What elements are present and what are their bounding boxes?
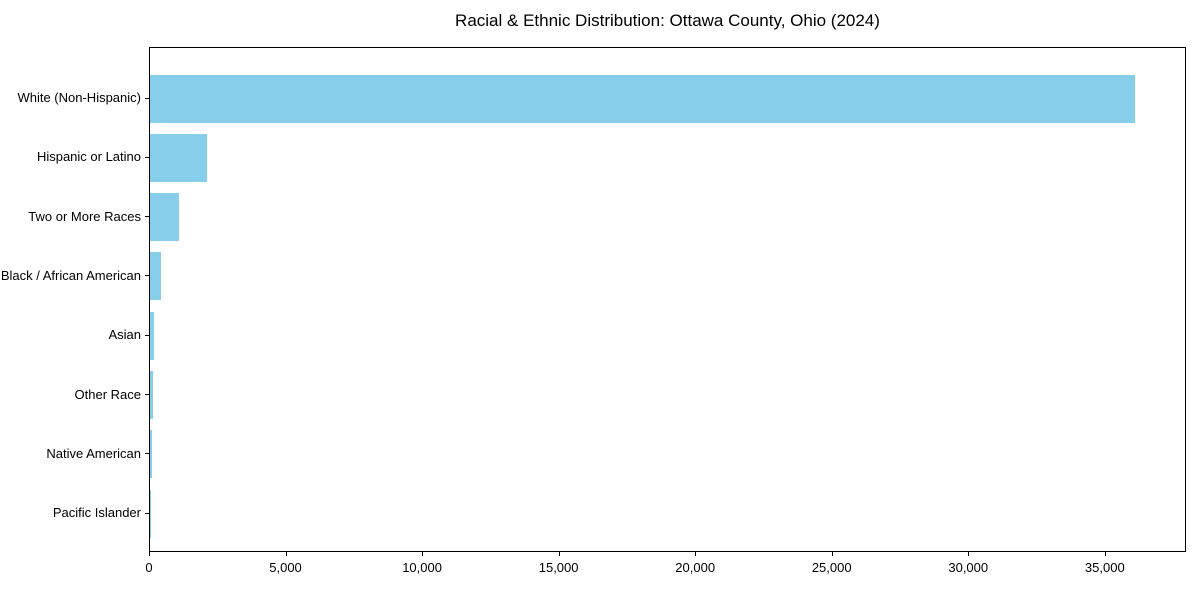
- bar: [150, 371, 153, 419]
- bar: [150, 193, 179, 242]
- y-tick-mark: [145, 512, 149, 514]
- x-tick-label: 35,000: [1084, 560, 1125, 575]
- bar: [150, 74, 1135, 123]
- bar: [150, 133, 208, 182]
- x-tick-mark: [695, 552, 697, 556]
- x-tick-label: 30,000: [948, 560, 989, 575]
- y-tick-mark: [145, 275, 149, 277]
- bar: [150, 311, 155, 360]
- x-tick-label: 10,000: [402, 560, 442, 575]
- y-tick-label: Hispanic or Latino: [36, 149, 141, 165]
- bar: [150, 252, 161, 301]
- y-tick-label: Two or More Races: [28, 208, 141, 224]
- x-tick-mark: [285, 552, 287, 556]
- y-tick-label: Asian: [108, 327, 141, 343]
- y-tick-mark: [145, 453, 149, 455]
- y-tick-label: Other Race: [74, 386, 141, 402]
- x-tick-mark: [149, 552, 150, 556]
- y-tick-mark: [145, 334, 149, 336]
- y-tick-label: Black / African American: [0, 267, 141, 283]
- x-tick-mark: [422, 552, 424, 556]
- bar: [150, 430, 152, 479]
- x-tick-mark: [1104, 552, 1106, 556]
- x-tick-mark: [558, 552, 560, 556]
- y-tick-label: White (Non-Hispanic): [17, 90, 141, 105]
- y-tick-mark: [145, 216, 149, 218]
- x-tick-mark: [831, 552, 833, 556]
- x-tick-label: 5,000: [269, 560, 302, 575]
- x-tick-mark: [968, 552, 970, 556]
- y-tick-mark: [145, 394, 149, 395]
- y-tick-mark: [145, 156, 149, 158]
- y-tick-label: Native American: [46, 445, 141, 461]
- x-tick-label: 20,000: [675, 560, 716, 575]
- y-tick-label: Pacific Islander: [52, 505, 141, 521]
- y-tick-mark: [145, 97, 149, 99]
- x-tick-label: 25,000: [811, 560, 852, 575]
- plot-area: [149, 47, 1186, 552]
- chart-title: Racial & Ethnic Distribution: Ottawa Cou…: [455, 11, 880, 30]
- x-tick-label: 15,000: [538, 560, 579, 575]
- x-tick-label: 0: [145, 560, 153, 575]
